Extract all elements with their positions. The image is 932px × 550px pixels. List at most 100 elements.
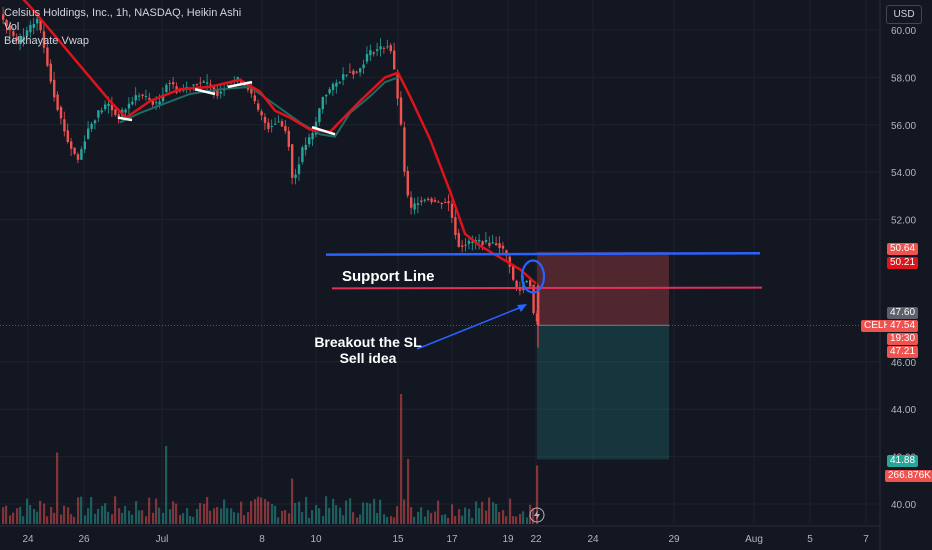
candle-body [161, 94, 165, 102]
volume-bar [475, 501, 478, 524]
candle-body [168, 83, 171, 85]
candle-body [124, 109, 127, 113]
volume-bar [277, 517, 280, 524]
time-tick-label: 24 [587, 534, 599, 545]
currency-button[interactable]: USD [886, 5, 922, 24]
pointer-arrow-head [517, 304, 527, 312]
volume-bar [403, 499, 406, 524]
candle-body [250, 87, 253, 94]
candle-body [226, 85, 229, 87]
volume-bar [468, 508, 471, 524]
volume-bar [165, 446, 168, 524]
volume-bar [339, 507, 342, 524]
candle-body [151, 99, 154, 105]
volume-bar [9, 515, 12, 524]
candle-body [127, 103, 131, 109]
time-tick-label: 5 [807, 534, 813, 545]
candle-body [206, 82, 209, 84]
candle-body [53, 79, 56, 98]
candle-body [450, 203, 454, 218]
volume-bar [447, 517, 450, 524]
volume-bar [349, 498, 352, 524]
candle-body [297, 164, 301, 175]
candle-body [325, 94, 328, 97]
candle-body [464, 244, 467, 246]
candle-body [437, 201, 440, 203]
volume-bar [186, 508, 189, 524]
price-tick-label: 56.00 [891, 121, 916, 132]
volume-bar [420, 507, 423, 524]
horizontal-lines [325, 252, 763, 523]
volume-bar [407, 459, 410, 524]
candle-body [134, 95, 137, 101]
candle-body [287, 130, 290, 148]
time-tick-label: 17 [446, 534, 458, 545]
candle-body [257, 103, 260, 110]
candle-body [32, 24, 35, 28]
candle-body [389, 45, 392, 52]
vwap-upper-line [22, 0, 537, 285]
volume-bar [342, 515, 345, 524]
volume-bar [318, 508, 321, 524]
candle-body [433, 200, 437, 202]
volume-bar [362, 502, 365, 524]
time-tick-label: 24 [22, 534, 34, 545]
volume-bar [2, 507, 5, 524]
candle-body [440, 202, 443, 205]
time-tick-label: 19 [502, 534, 514, 545]
volume-bar [128, 510, 131, 524]
candle-body [202, 81, 205, 83]
candle-body [22, 36, 25, 42]
candle-body [331, 84, 335, 90]
candle-body [430, 198, 433, 203]
volume-bar [515, 516, 518, 524]
volume-bar [379, 499, 382, 524]
candle-body [416, 203, 420, 205]
candle-body [39, 18, 42, 31]
volume-bar [94, 513, 97, 524]
time-tick-label: 26 [78, 534, 90, 545]
volume-bar [213, 508, 216, 524]
candle-body [447, 201, 450, 204]
volume-bar [118, 508, 121, 524]
volume-bar [67, 507, 70, 524]
volume-bar [247, 512, 250, 524]
volume-bar [281, 510, 284, 524]
candle-body [359, 68, 362, 73]
volume-bar [101, 505, 104, 524]
candle-body [219, 91, 222, 94]
volume-bar [46, 516, 49, 524]
volume-bar [441, 514, 444, 524]
candle-body [165, 84, 168, 93]
volume-bar [60, 514, 63, 524]
volume-bar [111, 514, 114, 524]
candle-body [301, 147, 304, 163]
candle-body [365, 54, 369, 62]
candle-body [386, 46, 389, 48]
vwap-lower-line [119, 76, 399, 138]
candle-body [355, 71, 358, 73]
legend-vol: Vol [4, 21, 20, 33]
volume-bar [43, 503, 46, 524]
candle-body [491, 242, 494, 244]
time-tick-label: 10 [310, 534, 322, 545]
volume-bar [196, 508, 199, 524]
volume-bar [322, 516, 325, 524]
candle-body [209, 84, 212, 86]
volume-bar [39, 500, 42, 524]
volume-bar [356, 517, 359, 524]
candle-body [80, 149, 83, 160]
volume-bar [152, 512, 155, 524]
volume-bar [104, 503, 107, 524]
candle-body [270, 125, 273, 127]
price-tick-label: 54.00 [891, 168, 916, 179]
blue-resistance-line [325, 252, 761, 256]
candle-body [274, 123, 277, 125]
volume-bar [373, 498, 376, 524]
volume-bar [478, 508, 481, 524]
volume-bar [199, 503, 202, 524]
candle-body [280, 121, 284, 127]
price-tick-label: 58.00 [891, 73, 916, 84]
volume-bar [458, 509, 461, 524]
